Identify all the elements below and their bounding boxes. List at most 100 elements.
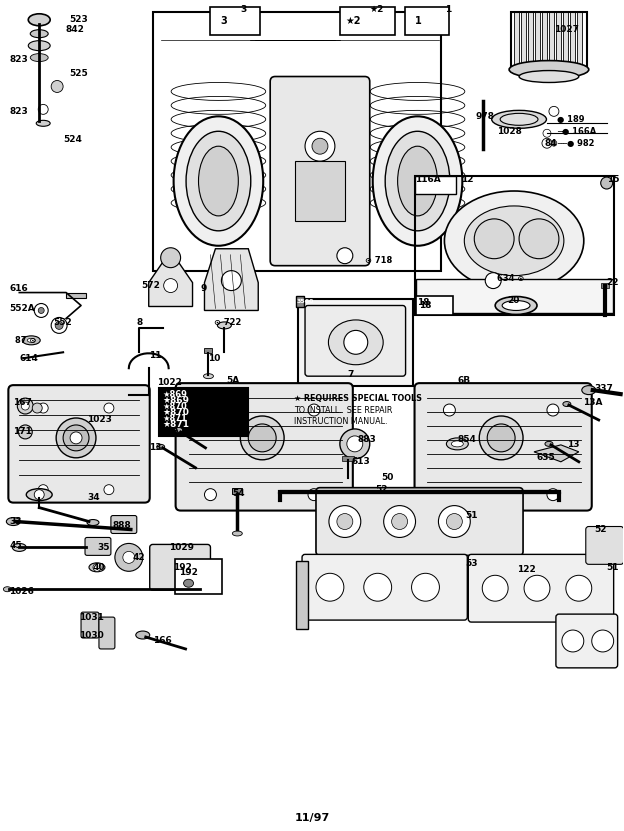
Bar <box>521 12 526 66</box>
FancyBboxPatch shape <box>85 538 111 555</box>
Text: 823: 823 <box>9 55 28 64</box>
Circle shape <box>160 248 180 268</box>
Text: 20: 20 <box>507 296 520 305</box>
Text: 614: 614 <box>19 354 38 363</box>
Text: 1: 1 <box>414 16 421 26</box>
Text: ● 189: ● 189 <box>557 115 585 124</box>
Circle shape <box>115 543 143 571</box>
Text: INSTRUCTION MANUAL.: INSTRUCTION MANUAL. <box>294 417 388 426</box>
Bar <box>577 12 582 66</box>
Circle shape <box>248 424 276 452</box>
Circle shape <box>34 303 48 317</box>
Text: 54: 54 <box>232 489 245 498</box>
Text: 33: 33 <box>9 517 22 526</box>
Circle shape <box>32 403 42 413</box>
FancyBboxPatch shape <box>468 554 613 622</box>
Text: 1026: 1026 <box>9 587 34 596</box>
Text: 171: 171 <box>13 427 32 436</box>
Circle shape <box>205 489 217 500</box>
Bar <box>158 388 248 436</box>
Text: ★869: ★869 <box>163 390 188 399</box>
Text: 13A: 13A <box>158 425 178 435</box>
Circle shape <box>562 630 584 652</box>
Text: 51: 51 <box>607 563 619 572</box>
Text: 192: 192 <box>173 563 192 572</box>
Text: 34: 34 <box>87 493 100 502</box>
FancyBboxPatch shape <box>369 507 414 543</box>
Text: 823: 823 <box>9 107 28 116</box>
Circle shape <box>337 514 353 529</box>
FancyBboxPatch shape <box>81 612 99 638</box>
Circle shape <box>551 140 557 146</box>
Text: 1023: 1023 <box>87 416 112 425</box>
Ellipse shape <box>173 116 263 246</box>
Text: 87 ⊙: 87 ⊙ <box>16 336 37 345</box>
Ellipse shape <box>186 131 251 231</box>
Bar <box>340 7 394 35</box>
Circle shape <box>38 484 48 494</box>
Ellipse shape <box>6 518 21 525</box>
Bar <box>153 12 441 271</box>
Bar <box>404 7 449 35</box>
Circle shape <box>56 418 96 458</box>
Text: 3: 3 <box>240 5 246 14</box>
Text: 524: 524 <box>63 135 82 144</box>
Text: 635: 635 <box>537 454 556 462</box>
Ellipse shape <box>198 146 238 216</box>
Circle shape <box>543 130 551 137</box>
Text: ★870: ★870 <box>163 401 187 411</box>
Text: 854: 854 <box>457 435 476 445</box>
FancyBboxPatch shape <box>175 383 353 510</box>
Text: ★871: ★871 <box>163 414 188 422</box>
Ellipse shape <box>385 131 450 231</box>
Circle shape <box>38 307 44 313</box>
Ellipse shape <box>28 14 50 26</box>
Ellipse shape <box>582 386 596 395</box>
Bar <box>528 12 533 66</box>
Ellipse shape <box>183 579 193 588</box>
Bar <box>514 12 519 66</box>
Ellipse shape <box>3 587 11 592</box>
Text: 525: 525 <box>69 69 88 78</box>
Ellipse shape <box>444 191 584 291</box>
Ellipse shape <box>87 519 99 525</box>
Bar <box>295 161 345 221</box>
Text: 84: 84 <box>545 139 558 148</box>
Ellipse shape <box>446 438 468 450</box>
FancyBboxPatch shape <box>270 76 370 266</box>
Circle shape <box>412 573 439 601</box>
Text: 42: 42 <box>133 553 145 562</box>
FancyBboxPatch shape <box>99 617 115 649</box>
Bar <box>205 348 212 353</box>
Circle shape <box>329 505 361 538</box>
Circle shape <box>104 403 114 413</box>
Circle shape <box>384 505 416 538</box>
Text: 11/97: 11/97 <box>295 814 329 824</box>
Bar <box>549 12 554 66</box>
Circle shape <box>479 416 523 460</box>
FancyBboxPatch shape <box>414 383 592 510</box>
Circle shape <box>444 489 456 500</box>
Text: 842: 842 <box>65 25 84 34</box>
Text: 634 ⊙: 634 ⊙ <box>497 274 525 283</box>
Text: 52: 52 <box>376 485 388 494</box>
Polygon shape <box>534 445 579 462</box>
FancyBboxPatch shape <box>305 306 406 376</box>
Text: 22: 22 <box>607 278 619 287</box>
Circle shape <box>21 402 29 410</box>
Text: 3: 3 <box>220 16 227 26</box>
Circle shape <box>519 219 559 258</box>
FancyBboxPatch shape <box>302 554 467 620</box>
Ellipse shape <box>545 441 553 446</box>
Bar <box>511 12 587 66</box>
Text: 552: 552 <box>53 318 72 327</box>
Ellipse shape <box>22 336 40 345</box>
Bar <box>298 298 412 386</box>
Circle shape <box>316 573 344 601</box>
Ellipse shape <box>464 206 564 276</box>
Bar <box>601 283 608 288</box>
Text: 7: 7 <box>348 370 354 379</box>
Text: 1027: 1027 <box>554 25 579 34</box>
Ellipse shape <box>500 113 538 125</box>
Ellipse shape <box>373 116 462 246</box>
